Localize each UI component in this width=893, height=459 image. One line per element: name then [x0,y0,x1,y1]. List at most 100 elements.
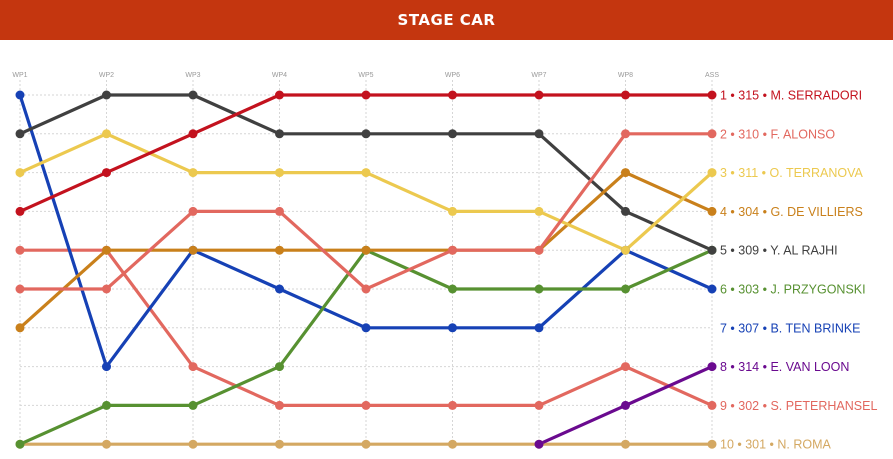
data-point [621,206,630,216]
data-point [15,439,25,449]
data-point [534,323,544,333]
data-point [102,245,111,255]
data-point [15,90,25,100]
data-point [275,439,284,449]
data-point [448,206,457,216]
data-point [15,323,25,333]
data-point [361,284,371,294]
data-point [102,400,111,410]
data-point [707,129,717,139]
data-point [534,284,544,294]
x-axis-labels: WP1 WP2 WP3 WP4 WP5 WP6 WP7 WP8 ASS [12,72,719,79]
series-points [15,90,717,449]
data-point [275,362,284,372]
data-point [275,284,284,294]
x-tick-label: WP5 [358,72,373,79]
data-point [621,90,630,100]
data-point [102,362,111,372]
x-tick-label: WP3 [185,72,200,79]
data-point [15,168,25,178]
data-point [275,400,284,410]
data-point [707,168,717,178]
x-tick-label: WP1 [12,72,27,79]
data-point [275,168,284,178]
legend-entry: 2 • 310 • F. ALONSO [720,127,835,141]
data-point [361,245,371,255]
legend-entry: 1 • 315 • M. SERRADORI [720,89,862,103]
data-point [621,284,630,294]
data-point [621,168,630,178]
data-point [275,129,284,139]
data-point [707,206,717,216]
series-line [18,248,714,446]
x-tick-label: WP4 [272,72,287,79]
data-point [188,245,198,255]
data-point [275,206,284,216]
x-tick-label: ASS [705,72,719,79]
data-point [15,206,25,216]
data-point [102,168,111,178]
legend-entry: 7 • 307 • B. TEN BRINKE [720,321,861,335]
data-point [361,323,371,333]
legend-entry: 8 • 314 • E. VAN LOON [720,360,849,374]
data-point [534,129,544,139]
data-point [361,168,371,178]
data-point [15,129,25,139]
data-point [188,439,198,449]
legend-entry: 4 • 304 • G. DE VILLIERS [720,205,863,219]
data-point [534,206,544,216]
data-point [15,284,25,294]
data-point [707,362,717,372]
x-tick-label: WP8 [618,72,633,79]
legend-entry: 9 • 302 • S. PETERHANSEL [720,399,877,413]
data-point [534,245,544,255]
data-point [448,90,457,100]
data-point [707,245,717,255]
data-point [188,206,198,216]
data-point [102,439,111,449]
legend-entry: 5 • 309 • Y. AL RAJHI [720,244,838,258]
data-point [707,90,717,100]
x-tick-label: WP6 [445,72,460,79]
legend-entry: 10 • 301 • N. ROMA [720,438,832,452]
data-point [188,362,198,372]
x-tick-label: WP2 [99,72,114,79]
legend-entry: 3 • 311 • O. TERRANOVA [720,166,863,180]
position-chart: WP1 WP2 WP3 WP4 WP5 WP6 WP7 WP8 ASS 1 • 315 • M.… [12,72,877,452]
chart-title: STAGE CAR [397,11,496,29]
data-point [448,245,457,255]
data-point [707,284,717,294]
data-point [707,439,717,449]
data-point [102,284,111,294]
data-point [707,400,717,410]
data-point [621,400,630,410]
data-point [361,439,371,449]
data-point [15,245,25,255]
data-point [448,439,457,449]
data-point [188,168,198,178]
data-point [448,284,457,294]
legend: 1 • 315 • M. SERRADORI 2 • 310 • F. ALONS… [720,89,877,452]
data-point [621,362,630,372]
data-point [188,400,198,410]
data-point [534,439,544,449]
x-tick-label: WP7 [531,72,546,79]
data-point [275,245,284,255]
data-point [621,129,630,139]
data-point [448,129,457,139]
legend-entry: 6 • 303 • J. PRZYGONSKI [720,283,866,297]
data-point [188,90,198,100]
data-point [621,439,630,449]
data-point [275,90,284,100]
data-point [534,400,544,410]
header-bar: STAGE CAR [0,0,893,40]
data-point [534,90,544,100]
data-point [361,90,371,100]
data-point [448,323,457,333]
data-point [621,245,630,255]
data-point [188,129,198,139]
data-point [102,90,111,100]
data-point [361,129,371,139]
data-point [361,400,371,410]
data-point [102,129,111,139]
